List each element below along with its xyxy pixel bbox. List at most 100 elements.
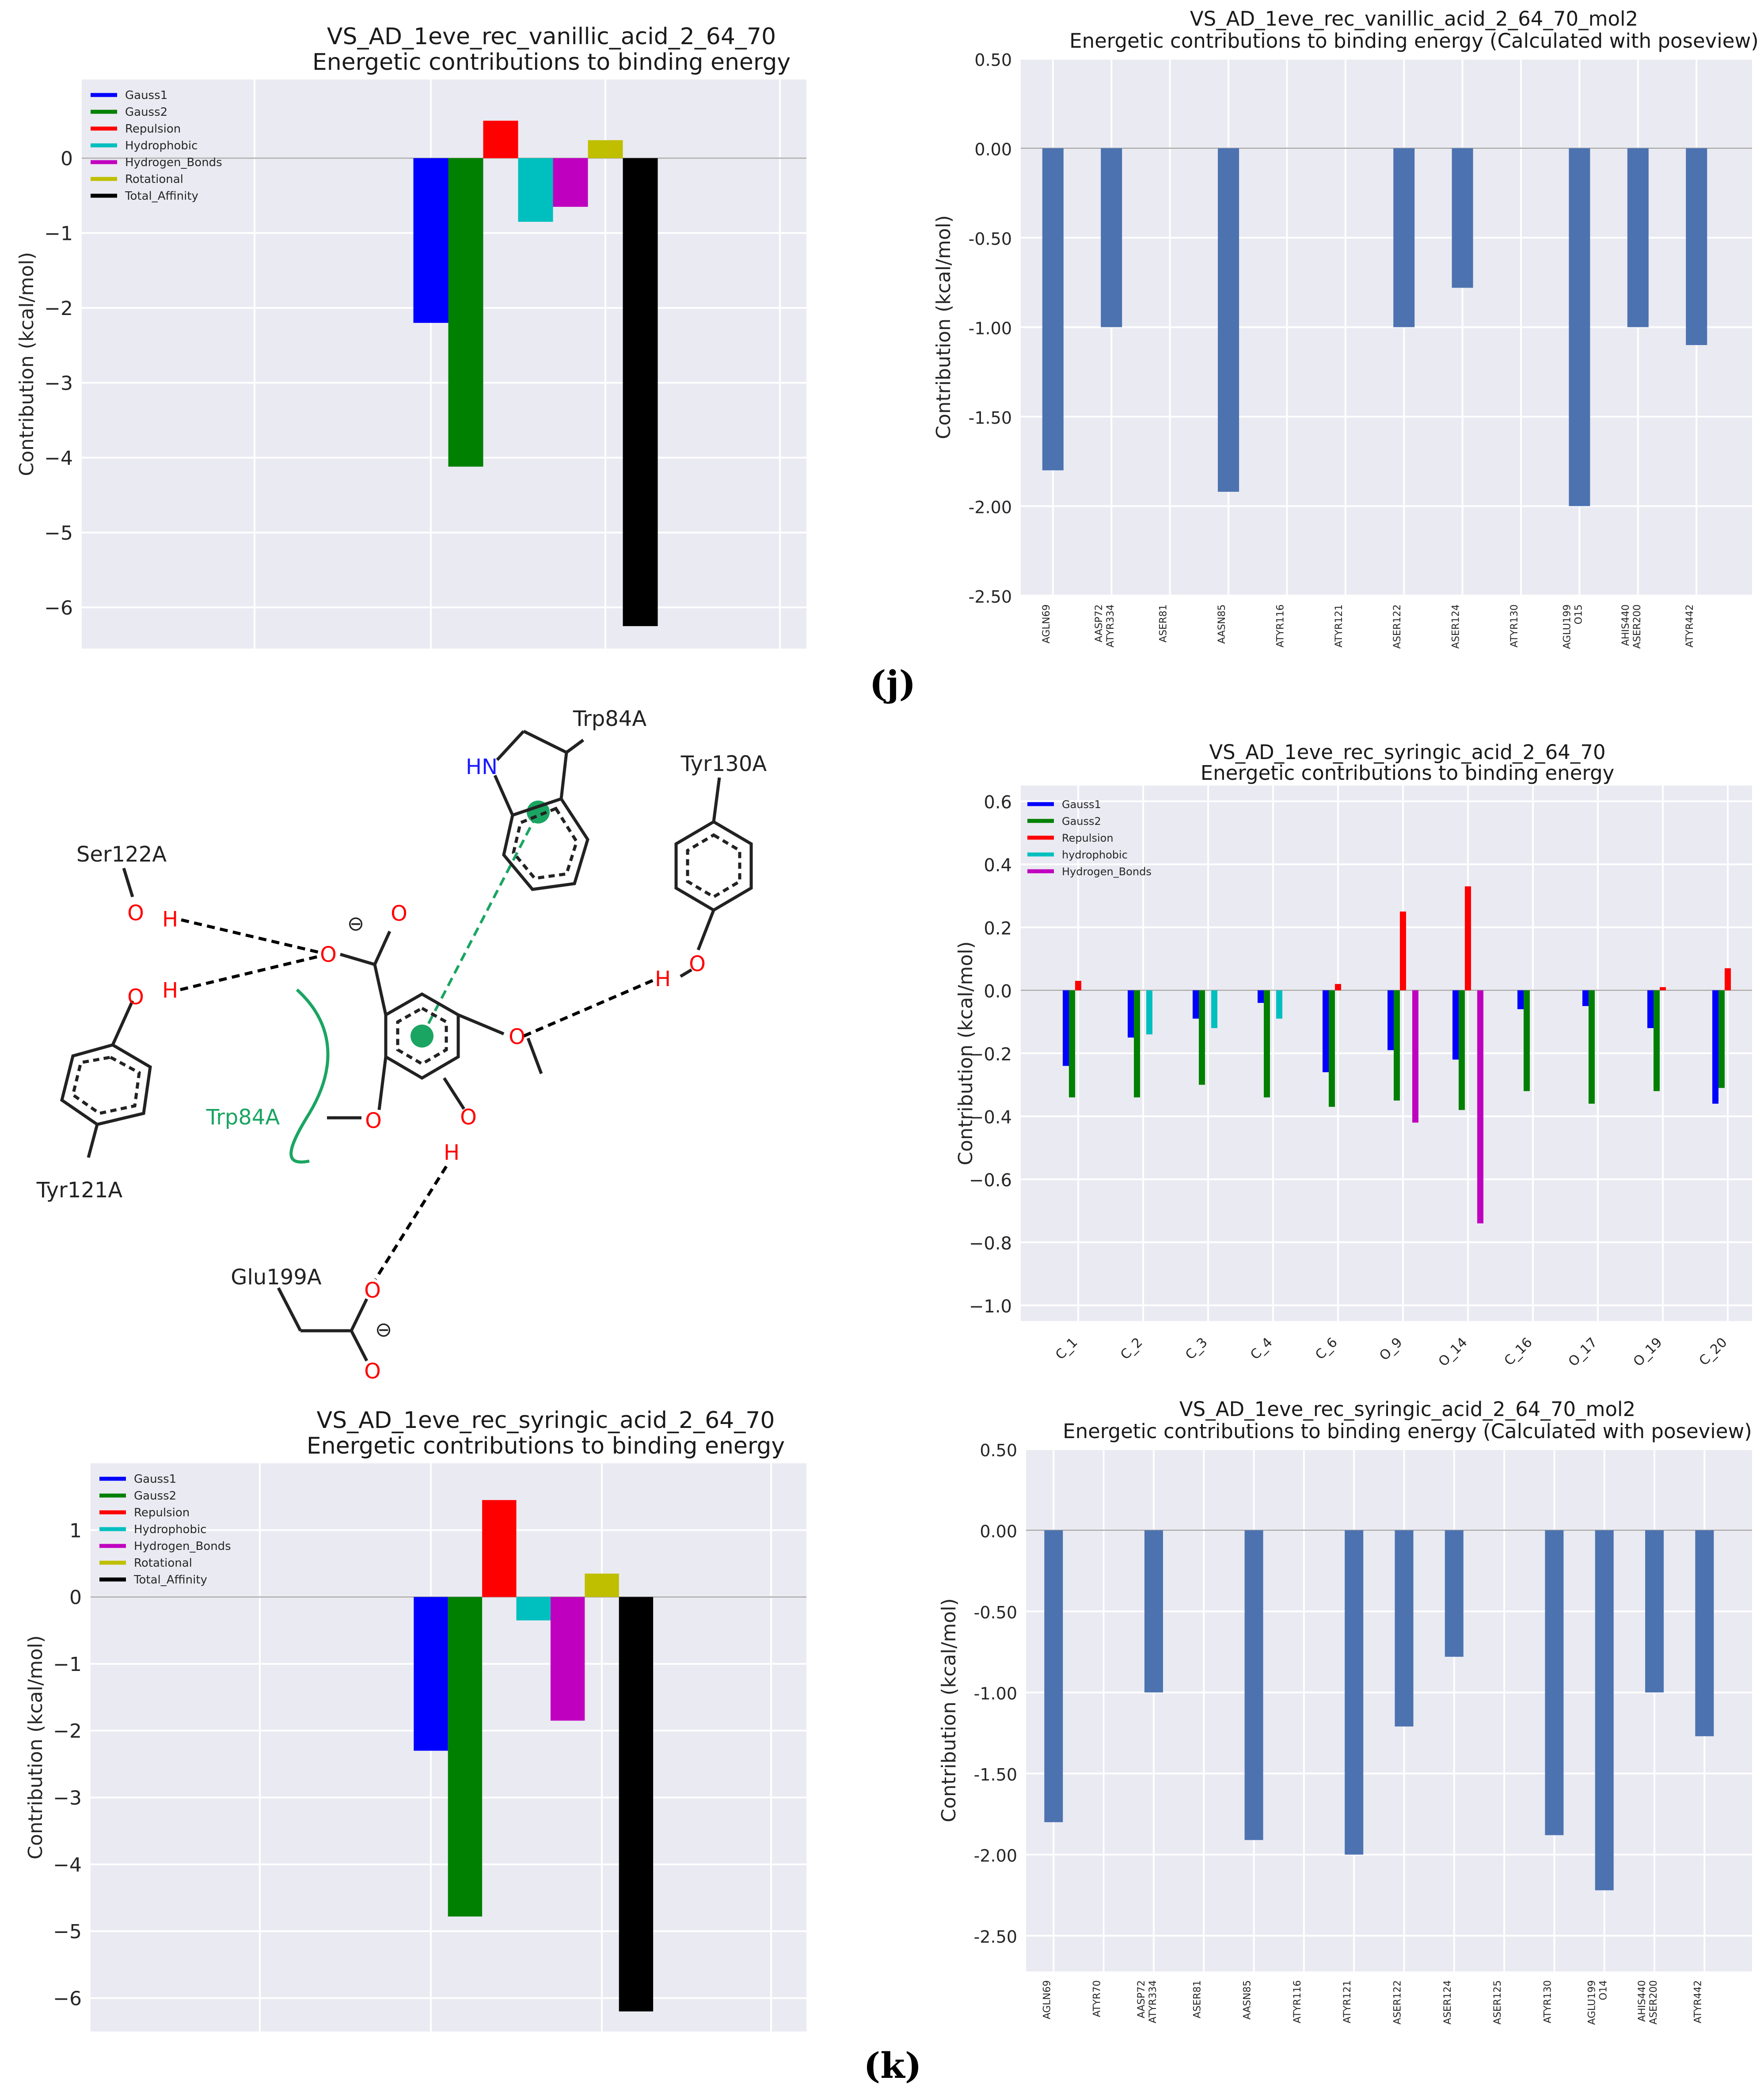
legend-label-total-affinity: Total_Affinity [133,1573,207,1587]
residue-glu199: Glu199A [231,1265,322,1290]
y-tick-label: −0.6 [969,1170,1012,1191]
legend-label-hydrophobic: hydrophobic [1062,849,1128,861]
bar-gauss1 [414,1597,448,1751]
chart-subtitle: Energetic contributions to binding energ… [1063,1420,1752,1443]
ligand-o1: O [320,942,337,967]
bar-atyr442 [1686,148,1707,345]
legend-label-hydrogen-bonds: Hydrogen_Bonds [125,156,222,169]
y-tick-label: −1.0 [969,1296,1012,1317]
y-tick-label: 0.4 [984,855,1012,876]
residue-trp84-arc: Trp84A [206,1105,280,1130]
bar-repulsion-c-1 [1075,981,1081,991]
y-tick-label: -2.00 [974,1846,1017,1866]
chart-vanillic-poseview: 0.50 0.00 -0.50 -1.00 -1.50 -2.00 -2.50 VS_AD_1… [932,7,1759,649]
y-tick-label: 0 [61,148,73,170]
x-tick-label: ASER124 [1442,1980,1453,2024]
y-tick-label: 0.6 [984,793,1012,813]
hbond-tyr121 [180,955,319,991]
x-tick-label: AASP72 [1136,1980,1147,2018]
y-tick-label: 0.00 [980,1522,1017,1541]
tyr130-o: O [689,952,706,976]
bar-hydrogen-bonds-o-9 [1412,990,1418,1123]
ligand-carboxylate-charge: ⊖ [347,911,365,935]
interaction-diagram: O O ⊖ O O O H HN Trp84A Tyr130A O H [36,706,767,1384]
residue-tyr121: Tyr121A [36,1178,123,1203]
bar-ahis440 [1645,1530,1664,1693]
y-tick-label: −0.8 [969,1234,1012,1254]
y-tick-label: −6 [53,1987,82,2010]
bar-gauss1-c-16 [1517,990,1524,1010]
glu199-o1: O [364,1278,381,1303]
x-tick-label: ATYR130 [1542,1980,1553,2024]
bar-hydrophobic [518,158,553,222]
bar-gauss1-o-17 [1582,990,1589,1006]
bar-gauss2-c-2 [1134,990,1140,1097]
legend-label-gauss1: Gauss1 [134,1473,176,1486]
bar-repulsion-o-14 [1465,886,1471,991]
x-tick-label: AASP72 [1094,604,1105,642]
x-tick-label: ASER122 [1392,1980,1403,2024]
chart-syringic-poseview: 0.50 0.00 -0.50 -1.00 -1.50 -2.00 -2.50 VS_AD_1… [938,1397,1752,2025]
bar-gauss2-o-9 [1394,990,1400,1101]
y-tick-label: -0.50 [969,229,1012,249]
hydrophobic-contact-arc [289,988,330,1164]
y-tick-label: −6 [44,597,73,619]
tyr121-ring [60,1000,152,1158]
bar-gauss2-c-20 [1718,990,1725,1088]
y-tick-label: -2.50 [974,1927,1017,1947]
y-tick-label: -2.50 [969,587,1012,607]
chart-subtitle: Energetic contributions to binding energ… [307,1433,785,1459]
bar-gauss1-c-2 [1128,990,1134,1038]
y-tick-label: −5 [53,1921,82,1943]
chart-title: VS_AD_1eve_rec_vanillic_acid_2_64_70 [327,23,776,50]
hbond-ser122 [181,918,319,954]
bar-gauss2-o-14 [1459,990,1465,1110]
y-tick-label: −0.4 [969,1108,1012,1128]
ser122-h: H [162,907,178,932]
bar-gauss1-c-3 [1193,990,1199,1019]
bar-atyr130 [1545,1530,1564,1835]
bar-hydrogen-bonds [550,1597,585,1721]
x-tick-label: ATYR334 [1105,604,1116,648]
bar-aglu199 [1595,1530,1614,1891]
y-tick-label: 0.2 [984,919,1012,939]
chart-title: VS_AD_1eve_rec_syringic_acid_2_64_70_mol… [1179,1397,1635,1421]
ligand-ring [327,930,543,1120]
y-tick-label: −5 [44,522,73,544]
bar-gauss2-o-17 [1589,990,1595,1104]
bar-gauss1-c-20 [1712,990,1718,1104]
ser122-bonds [122,867,134,898]
x-tick-label: ASER81 [1158,604,1169,642]
bar-gauss2-c-1 [1069,990,1075,1097]
y-tick-label: 0 [69,1587,82,1609]
x-tick-label: O15 [1573,604,1584,624]
x-tick-label: ASER125 [1492,1980,1503,2024]
y-tick-label: 1 [69,1519,82,1542]
bar-hydrophobic-c-2 [1146,990,1152,1035]
x-tick-label: AGLU199 [1587,1980,1598,2025]
legend-label-total-affinity: Total_Affinity [125,190,198,203]
x-tick-label: ATYR116 [1292,1980,1303,2024]
panel-label-j: (j) [870,663,916,704]
y-tick-label: 0.00 [974,140,1012,159]
plot-area [1026,1449,1752,1971]
x-tick-label: AGLN69 [1041,604,1052,643]
x-tick-label: ATYR130 [1509,604,1520,648]
bar-total-affinity [623,158,658,626]
bar-repulsion-o-19 [1660,987,1666,991]
x-tick-label: ATYR121 [1334,604,1345,648]
x-tick-label: AGLU199 [1562,604,1573,649]
x-tick-label: ATYR116 [1275,604,1286,648]
y-tick-label: −4 [44,447,73,470]
y-tick-label: −0.2 [969,1044,1012,1065]
bar-gauss2-c-4 [1264,990,1270,1097]
bar-gauss1-o-14 [1452,990,1459,1060]
bar-aser122 [1395,1530,1414,1727]
x-tick-label: ASER200 [1648,1980,1659,2024]
bar-ahis440 [1627,148,1649,327]
x-tick-label: ATYR334 [1148,1980,1159,2024]
bar-total-affinity [619,1597,654,2012]
bar-hydrophobic [516,1597,551,1621]
y-tick-label: 0.0 [984,981,1012,1002]
